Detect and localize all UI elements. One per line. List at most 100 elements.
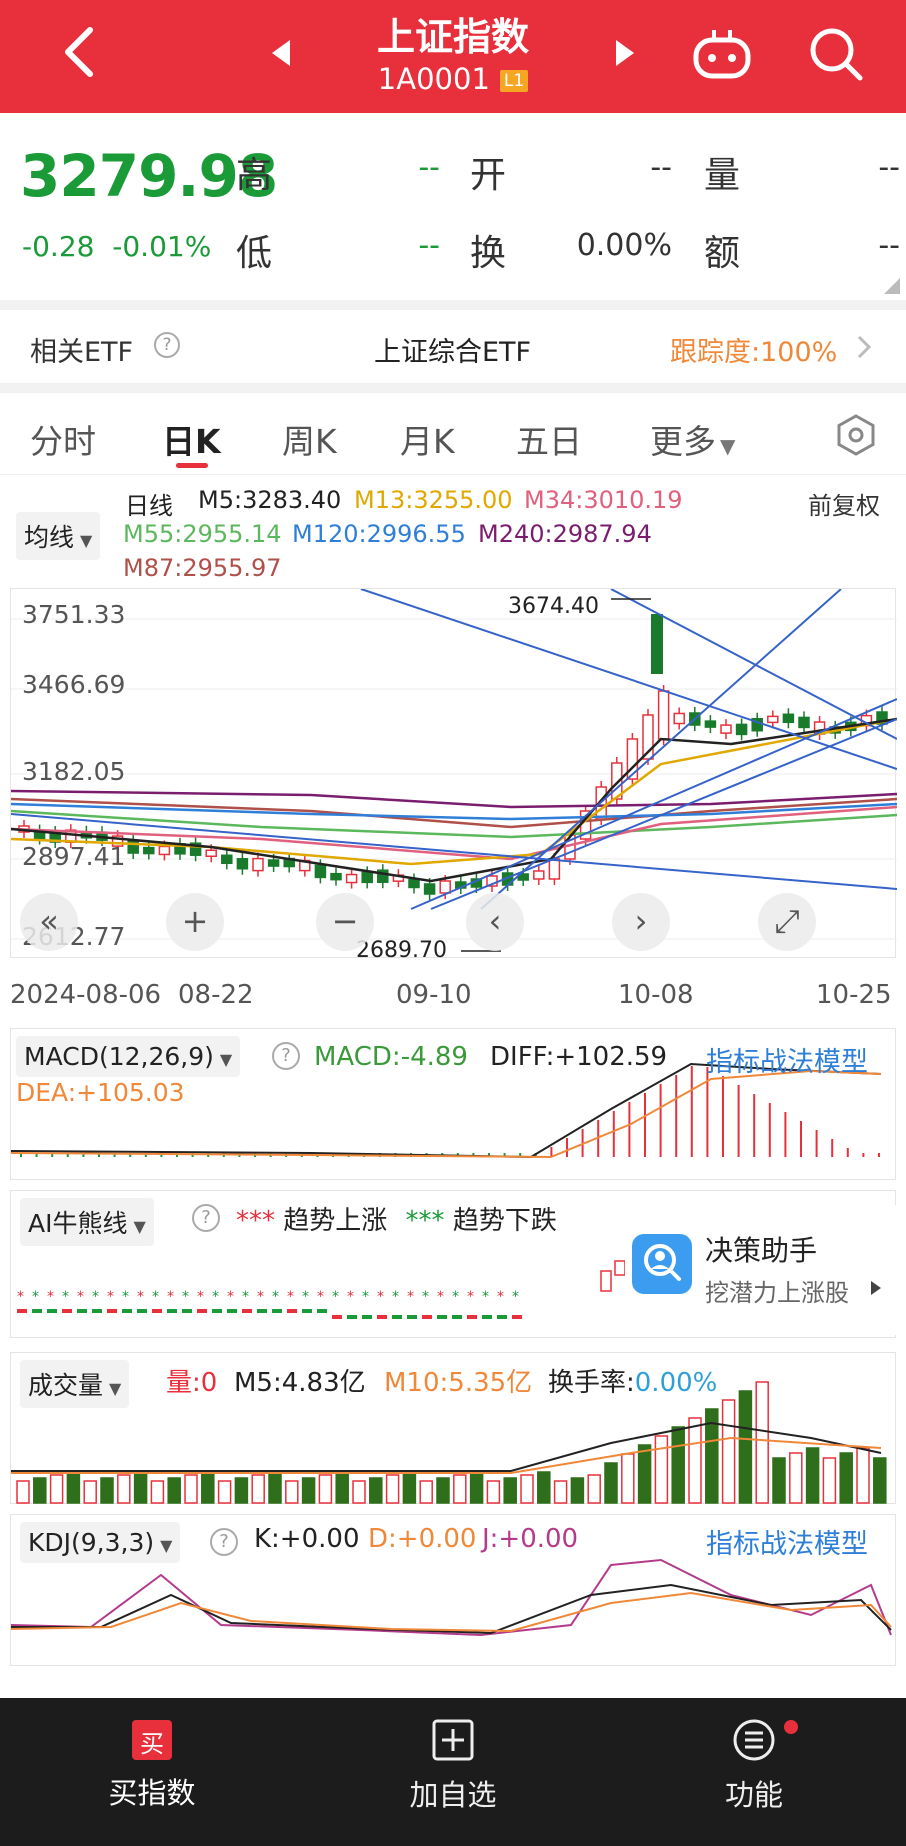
kdj-panel[interactable] [10, 1514, 896, 1666]
volume-bar [33, 1477, 47, 1504]
volume-bar [301, 1477, 316, 1504]
volume-bar [201, 1471, 215, 1504]
ma13-label: M13:3255.00 [354, 486, 513, 514]
ai-marker: * [167, 1289, 174, 1305]
macd-strategy-link[interactable]: 指标战法模型 [706, 1047, 868, 1078]
trend-line [360, 588, 898, 770]
current-price: 3279.98 [20, 142, 278, 210]
volume-bar [772, 1457, 786, 1504]
zoom-in-button[interactable]: + [166, 893, 224, 951]
ai-bar [257, 1309, 267, 1313]
volume-bar [133, 1471, 148, 1504]
macd-help-icon[interactable]: ? [272, 1042, 300, 1070]
ai-marker: * [257, 1289, 264, 1305]
trend-down-label: 趋势下跌 [452, 1206, 557, 1236]
fullscreen-button[interactable]: ⤢ [758, 893, 816, 951]
kdj-strategy-link[interactable]: 指标战法模型 [706, 1529, 868, 1560]
tab-five-day[interactable]: 五日 [516, 422, 582, 461]
high-value: -- [418, 150, 440, 185]
volume-panel[interactable] [10, 1352, 896, 1504]
caret-down-icon: ▼ [80, 531, 93, 550]
ma-line [10, 717, 898, 883]
play-arrow-icon [871, 1281, 881, 1295]
volume-bar [469, 1471, 484, 1504]
scroll-left-button[interactable]: ‹ [466, 893, 524, 951]
volume-bar [805, 1447, 820, 1504]
chevron-right-icon[interactable] [856, 334, 872, 360]
kdj-selector-dropdown[interactable]: KDJ(9,3,3) ▼ [20, 1522, 181, 1563]
diff-line [10, 1062, 882, 1159]
etf-name[interactable]: 上证综合ETF [374, 337, 532, 368]
turnover-rate-value: 0.00% [634, 1368, 718, 1398]
volume-bar [839, 1452, 853, 1504]
candle-body [486, 875, 498, 887]
candle-body [205, 849, 217, 858]
volume-bar [16, 1480, 30, 1504]
candle-body [626, 738, 639, 780]
add-box-icon [432, 1719, 474, 1761]
etf-row[interactable]: 相关ETF ? 上证综合ETF 跟踪度:100% [0, 310, 906, 382]
candle-body [611, 762, 623, 800]
tab-active-underline [176, 463, 208, 468]
volume-bar [66, 1471, 81, 1504]
ai-help-icon[interactable]: ? [192, 1204, 220, 1232]
volume-selector-dropdown[interactable]: 成交量 ▼ [20, 1360, 130, 1408]
volume-bar [117, 1474, 131, 1504]
period-label: 日线 [125, 492, 173, 520]
corner-expand-icon[interactable] [884, 278, 900, 294]
candle-body [782, 713, 795, 724]
ai-bar [317, 1309, 327, 1313]
x-tick-2: 08-22 [178, 980, 254, 1010]
search-icon[interactable] [808, 26, 864, 82]
tab-monthly-k[interactable]: 月K [400, 422, 455, 461]
function-button[interactable]: 功能 [654, 1718, 854, 1814]
ai-marker: * [47, 1289, 54, 1305]
scroll-start-button[interactable]: « [20, 893, 78, 951]
ai-bar [107, 1309, 117, 1313]
buy-index-label: 买指数 [108, 1776, 196, 1810]
robot-icon[interactable] [692, 26, 752, 80]
ai-selector-dropdown[interactable]: AI牛熊线 ▼ [20, 1198, 154, 1246]
ai-bar [77, 1309, 87, 1313]
ai-marker: * [17, 1289, 24, 1305]
x-tick-1: 2024-08-06 [10, 980, 162, 1010]
settings-hexagon-icon[interactable] [834, 413, 878, 457]
level-badge: L1 [499, 70, 529, 92]
ma-selector-dropdown[interactable]: 均线 ▼ [16, 512, 101, 560]
tab-weekly-k[interactable]: 周K [282, 422, 337, 461]
etf-tracking[interactable]: 跟踪度:100% [670, 337, 838, 368]
volume-bar [721, 1399, 736, 1504]
volume-bar [318, 1474, 333, 1504]
decision-helper-card[interactable]: 决策助手 挖潜力上涨股 [625, 1205, 898, 1335]
buy-index-button[interactable]: 买 买指数 [52, 1718, 252, 1812]
help-icon[interactable]: ? [154, 332, 180, 358]
add-watchlist-button[interactable]: 加自选 [353, 1718, 553, 1814]
zoom-out-button[interactable]: − [316, 893, 374, 951]
trend-line [610, 588, 898, 740]
volume-bar [604, 1462, 618, 1504]
prev-triangle-icon[interactable] [270, 38, 292, 68]
change-percent: -0.01% [112, 230, 212, 263]
adjust-label[interactable]: 前复权 [808, 492, 880, 520]
tab-more[interactable]: 更多 ▼ [650, 415, 735, 463]
ai-bar [182, 1309, 192, 1313]
volume-bar [587, 1474, 601, 1504]
ai-chart: * * * * * * * * * * * * * * * * * * * * * * * * * * * * * * * * * * [17, 1260, 626, 1319]
tab-daily-k[interactable]: 日K [162, 422, 221, 461]
ai-bar [497, 1315, 507, 1319]
scroll-right-button[interactable]: › [612, 893, 670, 951]
kdj-d: D:+0.00 [368, 1524, 477, 1554]
back-arrow-icon[interactable] [60, 26, 100, 78]
tab-intraday[interactable]: 分时 [30, 422, 96, 461]
volume-bar [369, 1477, 383, 1504]
macd-selector-dropdown[interactable]: MACD(12,26,9) ▼ [16, 1036, 241, 1077]
next-triangle-icon[interactable] [614, 38, 636, 68]
ai-marker: * [437, 1289, 444, 1305]
volume-bar [671, 1426, 685, 1504]
candle-body [767, 715, 779, 724]
x-tick-5: 10-25 [816, 980, 892, 1010]
kdj-help-icon[interactable]: ? [210, 1528, 238, 1556]
volume-ma5 [11, 1421, 882, 1472]
ai-marker: * [92, 1289, 99, 1305]
kline-chart-panel[interactable] [10, 588, 898, 958]
